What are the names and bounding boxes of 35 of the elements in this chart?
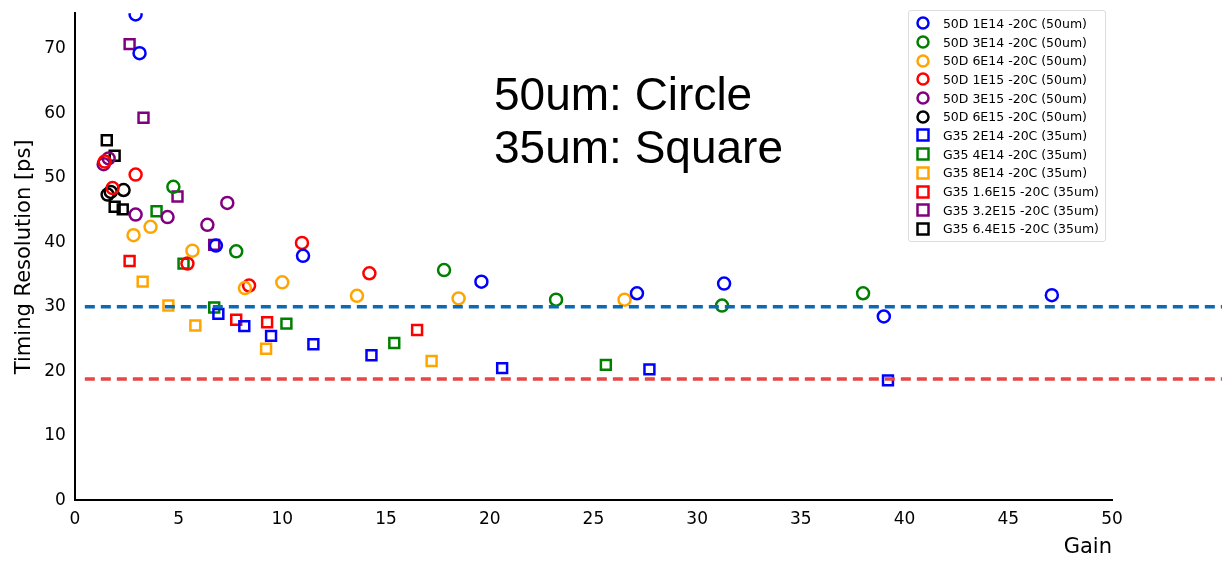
x-tick-label: 20: [478, 508, 501, 529]
y-tick-label: 40: [44, 230, 66, 251]
x-tick-label: 25: [582, 508, 605, 529]
y-tick-label: 20: [44, 359, 66, 380]
legend-label: 50D 3E14 -20C (50um): [942, 34, 1088, 50]
annotation: 35um: Square: [494, 120, 783, 175]
x-tick-label: 45: [997, 508, 1020, 529]
legend-label: G35 3.2E15 -20C (35um): [942, 202, 1099, 218]
legend-label: 50D 1E15 -20C (50um): [942, 71, 1088, 87]
y-tick-label: 0: [55, 488, 66, 509]
y-tick-label: 50: [44, 166, 66, 187]
y-tick-label: 60: [44, 101, 66, 122]
legend-label: G35 4E14 -20C (35um): [942, 146, 1088, 162]
legend-label: 50D 3E15 -20C (50um): [942, 90, 1088, 106]
y-axis-title: Timing Resolution [ps]: [11, 139, 36, 376]
x-axis-title: Gain: [1063, 533, 1112, 558]
legend-label: G35 2E14 -20C (35um): [942, 127, 1088, 143]
y-tick-label: 10: [44, 424, 66, 445]
legend-label: G35 8E14 -20C (35um): [942, 165, 1088, 181]
y-tick-label: 70: [44, 37, 66, 58]
legend-label: G35 1.6E15 -20C (35um): [942, 184, 1099, 200]
x-tick-label: 30: [686, 508, 708, 529]
legend-label: G35 6.4E15 -20C (35um): [942, 221, 1099, 237]
x-tick-label: 40: [893, 508, 916, 529]
x-tick-label: 0: [69, 508, 81, 529]
x-tick-label: 5: [173, 508, 184, 529]
x-tick-label: 15: [375, 508, 397, 529]
y-tick-label: 30: [44, 295, 66, 316]
annotation: 50um: Circle: [494, 67, 753, 122]
legend-label: 50D 6E14 -20C (50um): [942, 53, 1088, 69]
x-tick-label: 50: [1101, 508, 1123, 529]
legend-label: 50D 6E15 -20C (50um): [942, 109, 1088, 125]
x-tick-label: 35: [790, 508, 812, 529]
legend-label: 50D 1E14 -20C (50um): [942, 15, 1088, 31]
x-tick-label: 10: [271, 508, 294, 529]
